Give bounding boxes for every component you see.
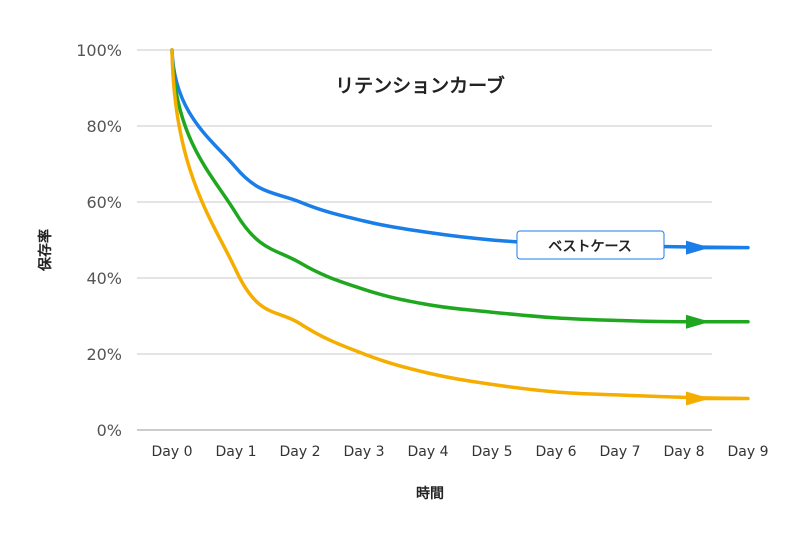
series-arrow-1 (686, 240, 710, 255)
series-line-2 (170, 48, 750, 324)
annotation-box (516, 230, 665, 260)
x-tick-label: Day 2 (279, 444, 320, 460)
y-tick-label: 60% (86, 193, 122, 212)
series-arrow-3 (686, 391, 710, 406)
y-axis-label: 保存率 (37, 229, 54, 272)
chart-title: リテンションカーブ (335, 74, 505, 97)
x-tick-label: Day 7 (599, 444, 640, 460)
series-arrow-2 (686, 314, 710, 329)
x-tick-label: Day 1 (215, 444, 256, 460)
annotation-label: ベストケース (548, 239, 632, 255)
x-tick-label: Day 4 (407, 444, 448, 460)
x-tick-label: Day 3 (343, 444, 384, 460)
y-tick-label: 80% (86, 117, 122, 136)
x-tick-label: Day 6 (535, 444, 576, 460)
x-axis-label: 時間 (416, 485, 444, 502)
x-axis-ticks: Day 0 Day 1 Day 2 Day 3 Day 4 Day 5 Day 6 Day 7… (151, 444, 768, 460)
series-lines (170, 48, 750, 406)
x-tick-label: Day 9 (727, 444, 768, 460)
x-tick-label: Day 5 (471, 444, 512, 460)
y-axis-ticks: 0% 20% 40% 60% 80% 100% (76, 41, 122, 440)
series-line-3 (170, 48, 750, 401)
y-tick-label: 100% (76, 41, 122, 60)
y-tick-label: 20% (86, 345, 122, 364)
y-tick-label: 40% (86, 269, 122, 288)
annotation-callout: ベストケース (516, 230, 665, 260)
x-tick-label: Day 8 (663, 444, 704, 460)
x-tick-label: Day 0 (151, 444, 192, 460)
y-tick-label: 0% (97, 421, 122, 440)
gridlines (137, 49, 712, 431)
